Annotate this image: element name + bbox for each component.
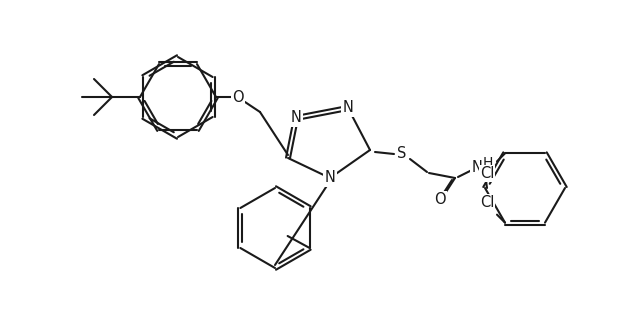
Text: N: N	[472, 161, 483, 175]
Text: Cl: Cl	[480, 166, 494, 181]
Text: N: N	[342, 100, 353, 116]
Text: O: O	[434, 192, 446, 208]
Text: S: S	[397, 147, 406, 161]
Text: N: N	[291, 111, 301, 125]
Text: N: N	[324, 171, 335, 185]
Text: Cl: Cl	[480, 195, 494, 210]
Text: O: O	[232, 89, 244, 105]
Text: H: H	[483, 156, 493, 170]
